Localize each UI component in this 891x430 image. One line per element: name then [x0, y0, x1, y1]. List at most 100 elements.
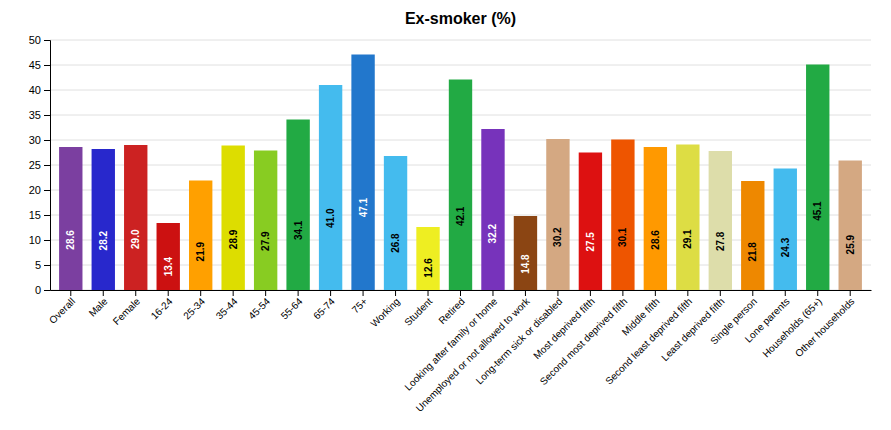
bar: [514, 216, 537, 290]
x-tick-mark: [525, 290, 526, 296]
x-tick-mark: [687, 290, 688, 296]
y-tick: 30: [29, 134, 50, 146]
x-tick-label: 45-54: [246, 295, 272, 321]
chart: Overall MaleFemale16-2425-34 35-4445-54 55-…: [0, 0, 891, 430]
data-label: 24.3: [780, 237, 791, 257]
y-tick-mark: [44, 65, 50, 66]
y-tick-label: 10: [29, 234, 41, 246]
y-tick: 45: [29, 59, 50, 71]
x-tick-label: 55-64: [279, 295, 305, 321]
y-tick: 20: [29, 184, 50, 196]
bar: [579, 153, 602, 291]
data-label: 45.1: [812, 201, 823, 221]
y-tick-mark: [44, 115, 50, 116]
x-tick-mark: [428, 290, 429, 296]
bar: [741, 181, 764, 290]
x-tick-mark: [460, 290, 461, 296]
x-tick: 45-54: [246, 290, 272, 322]
bar: [189, 181, 212, 291]
x-tick: Retired: [436, 290, 467, 326]
y-axis-line: [44, 41, 51, 291]
y-tick: 35: [29, 109, 50, 121]
x-tick-mark: [557, 290, 558, 296]
data-label: 29.1: [682, 229, 693, 249]
x-tick-label: 35-44: [214, 295, 240, 321]
bar: [286, 120, 309, 291]
data-label: 34.1: [293, 220, 304, 240]
x-tick-label: Most deprived fifth: [531, 296, 597, 362]
y-tick: 5: [35, 259, 50, 271]
y-tick-label: 35: [29, 109, 41, 121]
y-tick-label: 0: [35, 284, 41, 296]
y-tick-mark: [44, 290, 50, 291]
bar: [384, 156, 407, 290]
x-tick-label: Overall: [47, 296, 77, 326]
bar: [676, 145, 699, 291]
x-tick-mark: [298, 290, 299, 296]
x-tick: Student: [402, 290, 434, 328]
bar: [254, 151, 277, 291]
data-label: 21.9: [195, 242, 206, 262]
x-tick-mark: [395, 290, 396, 296]
data-label: 28.9: [228, 229, 239, 249]
x-axis: Overall MaleFemale16-2425-34 35-4445-54 55-…: [47, 290, 872, 414]
grid-line: [50, 40, 871, 41]
y-tick-mark: [44, 265, 50, 266]
grid-line: [50, 65, 871, 66]
y-tick-mark: [44, 40, 50, 41]
bar: [59, 147, 82, 290]
x-tick: Most deprived fifth: [531, 290, 597, 361]
y-tick-mark: [44, 140, 50, 141]
y-tick-label: 40: [29, 84, 41, 96]
data-label: 30.1: [617, 227, 628, 247]
data-label: 42.1: [455, 206, 466, 226]
data-label: 32.2: [487, 223, 498, 243]
bar: [481, 129, 504, 290]
bar: [319, 85, 342, 290]
data-label: 13.4: [163, 256, 174, 276]
x-tick: 35-44: [214, 290, 240, 322]
y-tick: 0: [35, 284, 50, 296]
x-tick-label: Female: [111, 295, 143, 327]
x-tick-mark: [720, 290, 721, 296]
y-axis: 05101520253035404550: [29, 34, 51, 296]
x-tick: Female: [111, 290, 143, 327]
bar: [221, 146, 244, 291]
data-label: 14.8: [520, 254, 531, 274]
x-tick-label: Male: [87, 295, 110, 318]
x-tick-mark: [103, 290, 104, 296]
y-tick-label: 30: [29, 134, 41, 146]
bar: [546, 139, 569, 290]
data-label: 28.6: [650, 230, 661, 250]
data-label: 12.6: [423, 258, 434, 278]
x-tick-mark: [135, 290, 136, 296]
x-tick: Other households: [793, 290, 857, 359]
x-tick-label: Other households: [793, 296, 857, 360]
data-label: 41.0: [325, 208, 336, 228]
y-tick-label: 15: [29, 209, 41, 221]
y-tick: 10: [29, 234, 50, 246]
x-tick: 65-74: [311, 290, 337, 322]
x-tick-mark: [492, 290, 493, 296]
plot: Overall MaleFemale16-2425-34 35-4445-54 55-…: [29, 34, 872, 414]
y-tick-mark: [44, 90, 50, 91]
bar: [774, 169, 797, 291]
x-tick-mark: [233, 290, 234, 296]
data-label: 25.9: [845, 235, 856, 255]
data-label: 28.6: [65, 230, 76, 250]
x-tick-label: 25-34: [181, 295, 207, 321]
x-tick: Least deprived fifth: [659, 290, 727, 363]
x-tick: Households (65+): [760, 290, 824, 359]
x-tick: 16-24: [149, 290, 175, 322]
x-tick-mark: [70, 290, 71, 296]
bar: [157, 223, 180, 290]
x-tick: 75+: [350, 290, 370, 315]
bar: [644, 147, 667, 290]
x-tick-label: 65-74: [311, 295, 337, 321]
x-tick: Overall: [47, 290, 77, 326]
x-tick-label: 75+: [350, 296, 370, 316]
grid: [50, 40, 871, 290]
x-tick-mark: [655, 290, 656, 296]
title: Ex-smoker (%): [405, 10, 516, 27]
x-tick-mark: [330, 290, 331, 296]
